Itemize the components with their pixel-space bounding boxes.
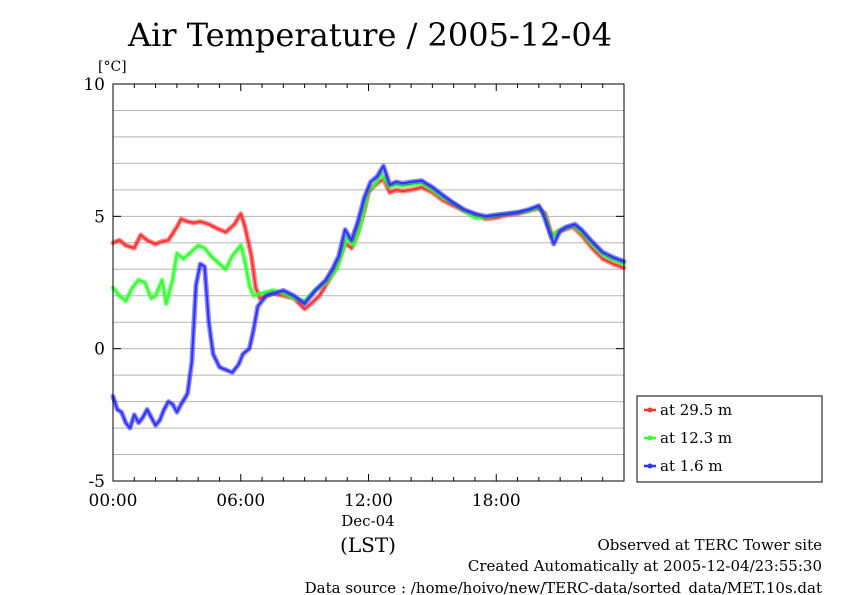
legend: at 29.5 m at 12.3 m at 1.6 m — [636, 395, 823, 483]
y-tick-label: -5 — [88, 472, 105, 492]
series-layer — [110, 163, 627, 431]
chart-title: Air Temperature / 2005-12-04 — [127, 16, 612, 54]
legend-item: at 12.3 m — [644, 429, 732, 447]
tick-marks — [113, 83, 624, 482]
y-tick-labels: -5 0 5 10 — [83, 75, 105, 492]
legend-label: at 29.5 m — [660, 401, 732, 419]
y-axis-unit: [°C] — [98, 59, 127, 75]
legend-marker — [647, 463, 653, 469]
series-line-glow — [110, 163, 627, 431]
y-tick-label: 10 — [83, 75, 105, 95]
x-tick-labels: 00:00 06:00 12:00 18:00 — [89, 491, 521, 511]
legend-label: at 1.6 m — [660, 457, 723, 475]
grid-lines — [113, 109, 624, 456]
legend-marker — [647, 435, 653, 441]
footer-data-source: Data source : /home/hoivo/new/TERC-data/… — [305, 579, 822, 595]
legend-box — [636, 395, 823, 483]
x-axis-label: (LST) — [340, 533, 396, 557]
x-tick-label: 00:00 — [89, 491, 138, 511]
legend-marker — [647, 407, 653, 413]
x-axis-date-label: Dec-04 — [341, 512, 394, 530]
x-tick-label: 12:00 — [344, 491, 393, 511]
legend-label: at 12.3 m — [660, 429, 732, 447]
series-line — [112, 165, 625, 430]
footer-created: Created Automatically at 2005-12-04/23:5… — [468, 557, 822, 575]
plot-frame — [112, 83, 625, 482]
y-tick-label: 0 — [94, 340, 105, 360]
legend-item: at 1.6 m — [644, 457, 723, 475]
x-tick-label: 06:00 — [216, 491, 265, 511]
footer-observed: Observed at TERC Tower site — [597, 536, 822, 554]
y-tick-label: 5 — [94, 207, 105, 227]
x-tick-label: 18:00 — [472, 491, 521, 511]
legend-item: at 29.5 m — [644, 401, 732, 419]
